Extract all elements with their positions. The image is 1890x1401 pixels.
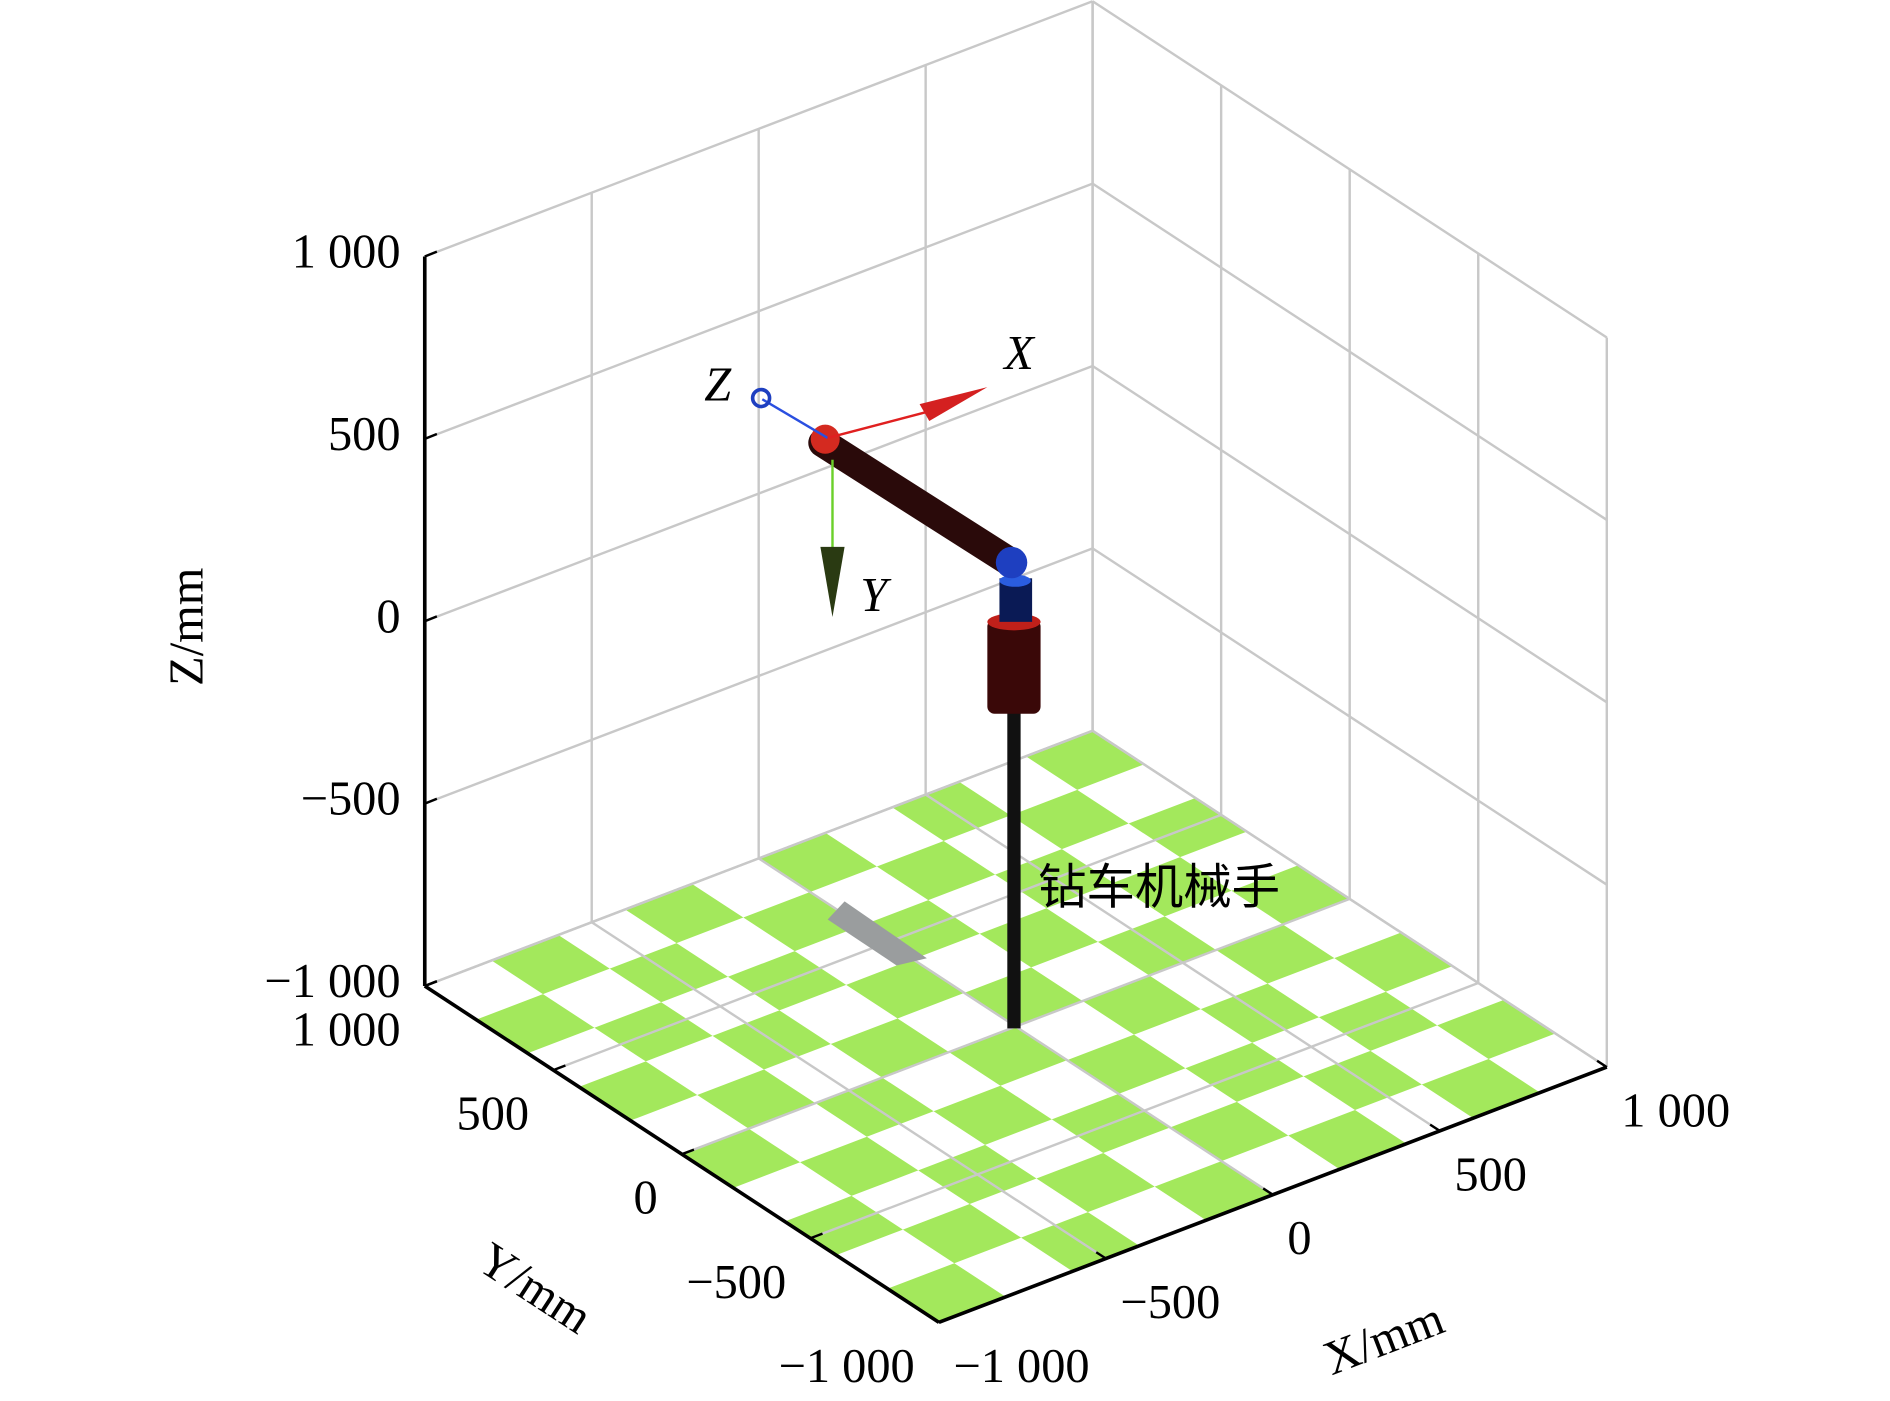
frame-label: X [1002,327,1036,380]
robot-elbow [995,546,1028,579]
floor-tile [625,883,744,944]
y-tick-label: 1 000 [292,1004,401,1057]
floor-tile [1025,730,1145,790]
x-axis-line [938,1065,1608,1325]
frame-x-arrow [919,387,988,422]
floor-tile [1437,999,1556,1059]
floor-tile [1036,1152,1155,1213]
floor-tile [1334,932,1453,992]
grid-line [424,0,1094,258]
x-tick-label: −500 [1120,1276,1220,1329]
frame-y-arrow [820,546,845,618]
frame-z-axis [761,398,829,440]
x-tick-label: 0 [1287,1212,1311,1265]
y-tick-label: −500 [686,1256,786,1309]
grid-line [424,182,1094,441]
y-tick-label: 500 [457,1088,530,1141]
y-axis-line [423,984,940,1324]
x-tick-label: 1 000 [1621,1085,1730,1138]
z-tick-label: −500 [301,773,401,826]
z-tick-label: 1 000 [292,226,401,279]
robot-shoulder [810,424,840,454]
floor-tile [979,908,1098,968]
z-tick [424,250,438,258]
floor-tile [1421,1058,1541,1119]
floor-tile [1010,789,1129,850]
grid-line [1091,729,1608,1069]
y-axis-label: Y/mm [469,1233,602,1345]
grid-line [424,547,1094,805]
grid-line [1091,547,1608,886]
frame-z-marker [750,387,772,409]
floor-tile [800,1136,919,1196]
robot-base [987,619,1041,714]
floor-tile [1216,924,1335,984]
grid-line [809,981,1479,1240]
floor-tile [697,1069,816,1129]
frame-label: Z [704,359,732,412]
floor-tile [933,1085,1052,1145]
floor-tile [1154,1161,1273,1221]
z-tick [424,432,438,440]
frame-x-axis [827,410,930,440]
floor-tile [1082,975,1201,1035]
z-tick [424,615,438,623]
floor-tile [902,1204,1022,1264]
floor-tile [681,1128,801,1188]
y-tick-label: 0 [633,1172,657,1225]
z-tick-label: 500 [328,408,401,461]
grid-line [1091,364,1608,704]
grid-line [1091,182,1608,521]
floor-tile [1170,1101,1289,1162]
x-tick-label: −1 000 [953,1340,1089,1393]
tool-plate [827,901,927,966]
floor-tile [964,967,1083,1027]
grid-line [424,729,1094,988]
z-tick [424,797,438,805]
robot-arm [808,428,1024,576]
x-tick-label: 500 [1454,1148,1527,1201]
z-tick-label: 0 [376,590,400,643]
frame-label: Y [860,569,892,622]
floor-tile [1067,1034,1186,1094]
floor-tile [758,832,877,893]
floor-tile [830,1018,949,1078]
floor-tile [1113,857,1232,917]
z-axis-label: Z/mm [160,568,213,686]
z-tick-label: −1 000 [264,955,400,1008]
floor-tile [579,1061,698,1121]
grid-line [1091,0,1608,339]
floor-tile [491,934,610,995]
floor-tile [948,1026,1068,1086]
floor-tile [876,840,996,901]
floor-tile [846,959,965,1019]
annotation: 钻车机械手 [1038,859,1280,915]
grid-line [424,364,1094,623]
floor-tile [476,994,595,1054]
robot: X Y Z [704,327,1041,1029]
floor-tile [1288,1110,1407,1170]
x-axis-label: X/mm [1317,1292,1451,1386]
floor-tile [887,1263,1006,1323]
y-tick-label: −1 000 [779,1340,915,1393]
